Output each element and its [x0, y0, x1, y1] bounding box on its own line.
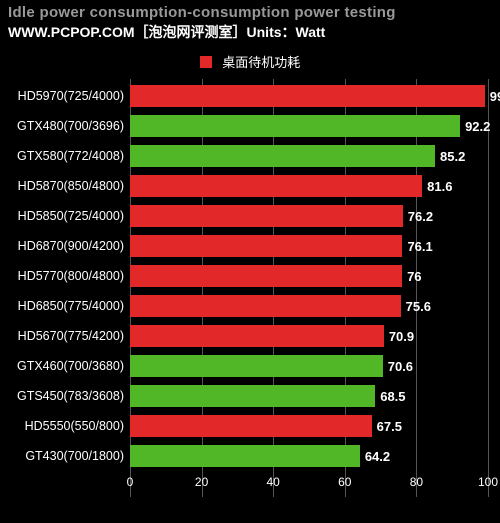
bar-wrap: 64.2 [130, 445, 488, 467]
bar-wrap: 76.2 [130, 205, 488, 227]
bar-label: GTX480(700/3696) [0, 120, 124, 133]
x-axis: 020406080100 [130, 475, 488, 495]
legend-label: 桌面待机功耗 [222, 55, 300, 70]
x-tick: 20 [195, 475, 208, 489]
legend-swatch [200, 56, 212, 68]
bar-row: HD5770(800/4800)76 [130, 261, 488, 291]
bar [130, 355, 383, 377]
bar-wrap: 70.9 [130, 325, 488, 347]
bar-value: 70.6 [383, 355, 413, 377]
bar-value: 85.2 [435, 145, 465, 167]
bar-value: 81.6 [422, 175, 452, 197]
bar [130, 205, 403, 227]
bar-row: HD5550(550/800)67.5 [130, 411, 488, 441]
bar-row: HD5670(775/4200)70.9 [130, 321, 488, 351]
bar-row: HD5850(725/4000)76.2 [130, 201, 488, 231]
bar [130, 295, 401, 317]
bar-value: 76.2 [403, 205, 433, 227]
bar [130, 175, 422, 197]
bar-value: 92.2 [460, 115, 490, 137]
bar-wrap: 92.2 [130, 115, 488, 137]
bar [130, 325, 384, 347]
bar-row: HD6850(775/4000)75.6 [130, 291, 488, 321]
bar [130, 115, 460, 137]
bar [130, 265, 402, 287]
bar-label: HD5670(775/4200) [0, 330, 124, 343]
bar-value: 76 [402, 265, 421, 287]
bar-row: GTX580(772/4008)85.2 [130, 141, 488, 171]
bar-label: HD5970(725/4000) [0, 90, 124, 103]
bar-value: 76.1 [402, 235, 432, 257]
bar-label: HD5850(725/4000) [0, 210, 124, 223]
bar-wrap: 81.6 [130, 175, 488, 197]
bar [130, 415, 372, 437]
bar-wrap: 67.5 [130, 415, 488, 437]
bar-label: HD6870(900/4200) [0, 240, 124, 253]
bar-label: HD5770(800/4800) [0, 270, 124, 283]
chart-subtitle: WWW.PCPOP.COM［泡泡网评测室］Units：Watt [8, 22, 492, 42]
bar-value: 70.9 [384, 325, 414, 347]
bar-wrap: 76 [130, 265, 488, 287]
x-tick: 40 [267, 475, 280, 489]
bar-label: GTX460(700/3680) [0, 360, 124, 373]
bar-row: GT430(700/1800)64.2 [130, 441, 488, 471]
bar-wrap: 75.6 [130, 295, 488, 317]
bar-row: GTS450(783/3608)68.5 [130, 381, 488, 411]
bar-wrap: 99.1 [130, 85, 488, 107]
bar [130, 145, 435, 167]
bar-label: GTS450(783/3608) [0, 390, 124, 403]
bar-label: GT430(700/1800) [0, 450, 124, 463]
x-tick: 100 [478, 475, 498, 489]
bar-label: HD5870(850/4800) [0, 180, 124, 193]
bar-value: 64.2 [360, 445, 390, 467]
bar [130, 235, 402, 257]
x-tick: 80 [410, 475, 423, 489]
bar-wrap: 76.1 [130, 235, 488, 257]
legend: 桌面待机功耗 [0, 52, 500, 71]
bar-row: HD5970(725/4000)99.1 [130, 81, 488, 111]
bar-row: HD5870(850/4800)81.6 [130, 171, 488, 201]
bar [130, 445, 360, 467]
bar [130, 85, 485, 107]
bar-row: GTX480(700/3696)92.2 [130, 111, 488, 141]
x-tick: 0 [127, 475, 134, 489]
bar-value: 99.1 [485, 85, 500, 107]
bar-value: 75.6 [401, 295, 431, 317]
bar-label: HD5550(550/800) [0, 420, 124, 433]
x-tick: 60 [338, 475, 351, 489]
grid-line [488, 79, 489, 497]
bar-row: GTX460(700/3680)70.6 [130, 351, 488, 381]
plot-area: HD5970(725/4000)99.1GTX480(700/3696)92.2… [130, 81, 488, 495]
bar-chart: HD5970(725/4000)99.1GTX480(700/3696)92.2… [0, 81, 500, 523]
bar-label: GTX580(772/4008) [0, 150, 124, 163]
bar-wrap: 70.6 [130, 355, 488, 377]
bar-value: 68.5 [375, 385, 405, 407]
bar-row: HD6870(900/4200)76.1 [130, 231, 488, 261]
chart-header: Idle power consumption-consumption power… [0, 0, 500, 44]
bar-label: HD6850(775/4000) [0, 300, 124, 313]
chart-title: Idle power consumption-consumption power… [8, 4, 492, 21]
bar-wrap: 68.5 [130, 385, 488, 407]
bar-value: 67.5 [372, 415, 402, 437]
bar [130, 385, 375, 407]
bar-wrap: 85.2 [130, 145, 488, 167]
